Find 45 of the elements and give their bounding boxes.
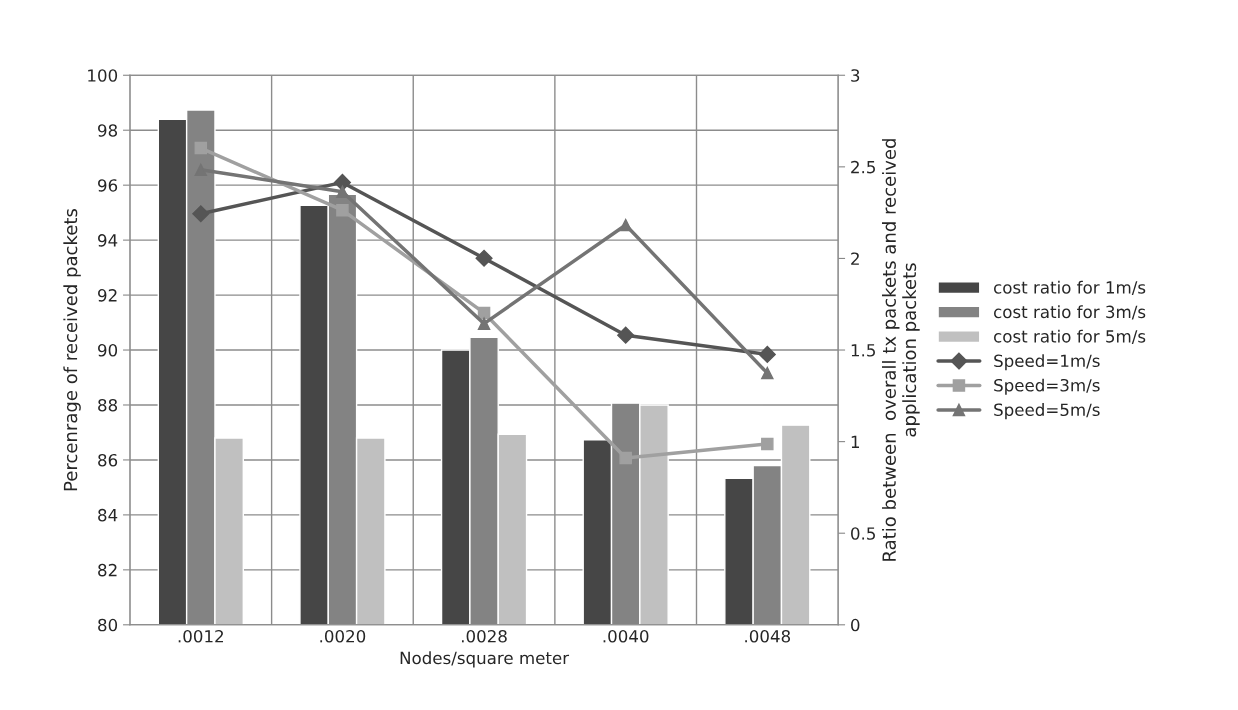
y-tick-label: 98 [98,124,118,137]
point [761,366,774,380]
x-tick-label: .0048 [745,629,791,643]
point [477,317,491,330]
legend-label: Speed=1m/s [994,354,1100,371]
y-axis-title: Percenrage of received packets [63,209,81,491]
legend-label: cost ratio for 5m/s [994,329,1146,344]
y2-tick-label: 0 [851,618,860,632]
y-tick-label: 80 [98,618,118,632]
point [761,437,774,451]
point [617,326,635,344]
y-tick-label: 94 [98,234,118,247]
point [619,218,632,232]
point [336,185,349,199]
y2-axis-title: Ratio between overall tx packets and received application packets [881,139,920,561]
point [192,205,210,223]
point [619,451,632,465]
legend-label: Speed=3m/s [994,378,1100,395]
point [336,203,349,217]
y-tick-label: 82 [98,563,117,577]
point [333,173,351,191]
y-tick-label: 100 [88,69,118,82]
y2-tick-label: 1 [851,435,859,448]
y-tick-label: 92 [98,289,117,302]
y-tick-label: 84 [98,508,118,522]
y2-tick-label: 0.5 [851,527,875,540]
x-tick-label: .0012 [178,629,223,643]
y-tick-label: 86 [98,453,118,467]
x-axis-title: Nodes/square meter [400,651,570,668]
y2-tick-label: 2.5 [851,160,875,174]
point [194,141,208,155]
x-tick-label: .0040 [603,629,649,643]
y2-tick-label: 1.5 [851,344,875,357]
x-tick-label: .0028 [461,629,507,643]
point [475,249,493,267]
y-tick-label: 96 [98,179,118,192]
legend-label: Speed=5m/s [994,403,1100,420]
y-tick-label: 90 [98,343,118,357]
point [758,345,776,363]
x-tick-label: .0020 [320,629,366,643]
y2-tick-label: 3 [851,69,860,82]
legend-label: cost ratio for 1m/s [994,280,1146,296]
y2-tick-label: 2 [851,252,859,265]
y-tick-label: 88 [98,398,118,412]
legend-label: cost ratio for 3m/s [994,305,1146,320]
